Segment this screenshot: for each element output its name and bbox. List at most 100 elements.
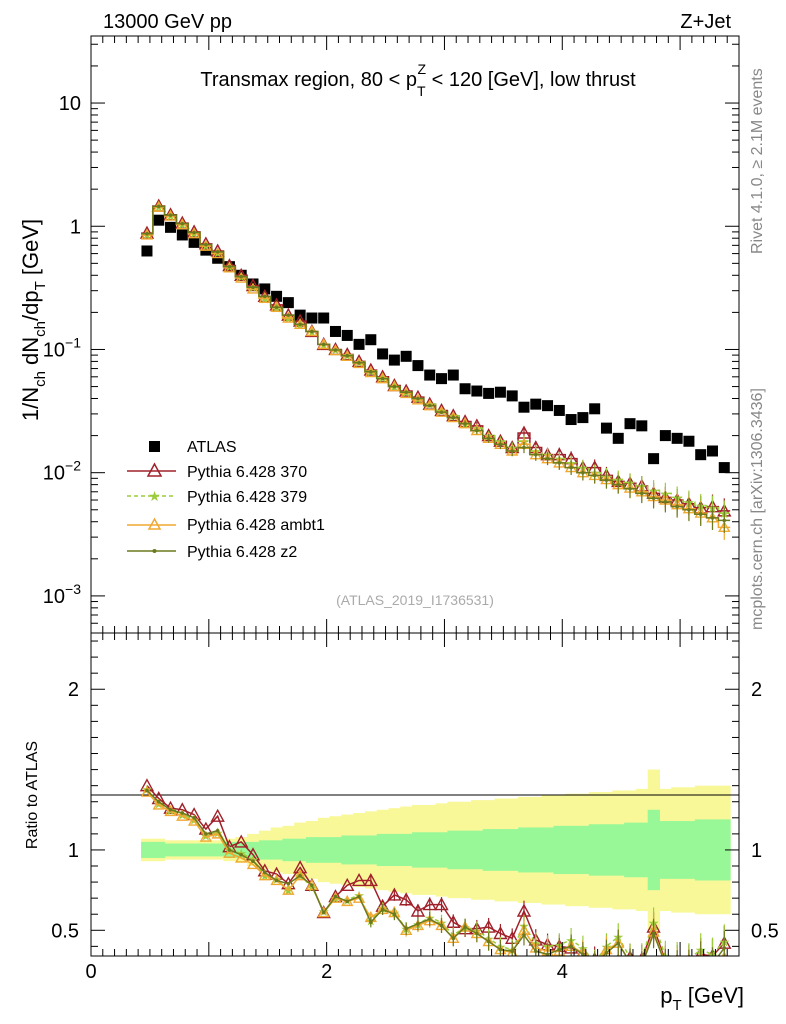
- x-axis-title: pT [GeV]: [660, 983, 744, 1014]
- point-data: [706, 445, 718, 457]
- uncertainty-band-inner: [258, 840, 272, 860]
- point-data: [471, 385, 483, 397]
- ratio-point-p370: [210, 808, 225, 822]
- uncertainty-band-inner: [141, 841, 154, 858]
- uncertainty-band-inner: [188, 843, 201, 857]
- point-ambt1: [199, 239, 213, 251]
- point-z2: [510, 449, 514, 453]
- point-data: [577, 412, 589, 424]
- point-data: [671, 432, 683, 444]
- point-p370: [186, 224, 202, 238]
- point-z2: [380, 376, 385, 381]
- point-z2: [451, 415, 456, 420]
- point-z2: [722, 518, 727, 523]
- plot-title: Transmax region, 80 < pTZ < 120 [GeV], l…: [200, 61, 636, 99]
- point-p370: [198, 236, 214, 250]
- uncertainty-band-inner: [341, 835, 354, 865]
- energy-label: 13000 GeV pp: [103, 11, 232, 33]
- ratio-point-ambt1: [672, 959, 682, 968]
- point-data: [318, 312, 330, 324]
- ratio-point-p370: [434, 897, 449, 911]
- ratio-frame: [90, 632, 740, 957]
- ratio-point-z2: [687, 964, 691, 968]
- uncertainty-band-inner: [718, 819, 731, 881]
- point-data: [600, 422, 612, 434]
- ratio-point-z2: [357, 894, 361, 899]
- ratio-point-z2: [651, 931, 656, 936]
- point-z2: [180, 221, 185, 226]
- ratio-tick-label-right: 2: [751, 679, 762, 701]
- ratio-tick-label-right: 0.5: [751, 920, 779, 942]
- ratio-point-p370: [292, 860, 308, 874]
- point-data: [436, 373, 448, 385]
- uncertainty-band-inner: [529, 827, 543, 873]
- uncertainty-band-inner: [152, 841, 166, 858]
- ratio-point-p370: [234, 834, 249, 848]
- point-p370: [269, 297, 284, 311]
- uncertainty-band-inner: [577, 825, 590, 875]
- point-data: [188, 236, 200, 248]
- ratio-point-ambt1: [305, 878, 319, 890]
- ratio-point-p370: [422, 897, 437, 911]
- point-data: [459, 383, 471, 395]
- y-title-b: dN: [18, 337, 43, 371]
- ratio-point-z2: [298, 873, 302, 878]
- point-ambt1: [246, 282, 260, 294]
- point-p370: [410, 389, 426, 403]
- x-tick-label: 4: [557, 961, 568, 983]
- ratio-series-z2: [145, 788, 727, 968]
- point-z2: [416, 396, 420, 401]
- point-data: [165, 221, 177, 233]
- ratio-point-ambt1: [630, 955, 631, 956]
- uncertainty-band-inner: [683, 821, 696, 879]
- ratio-point-z2: [416, 922, 420, 926]
- legend-entry-ambt1: Pythia 6.428 ambt1: [127, 517, 325, 534]
- ratio-point-z2: [533, 949, 538, 953]
- ratio-point-z2: [251, 859, 255, 863]
- point-z2: [345, 353, 350, 358]
- ratio-point-ambt1: [199, 830, 213, 842]
- legend-ambt1-label: Pythia 6.428 ambt1: [187, 517, 325, 534]
- analysis-label: (ATLAS_2019_I1736531): [336, 592, 494, 608]
- ratio-point-z2: [392, 912, 397, 917]
- legend-z2-label: Pythia 6.428 z2: [187, 544, 297, 561]
- ratio-point-ambt1: [235, 851, 248, 863]
- point-z2: [286, 313, 291, 317]
- ratio-point-p379: ★: [188, 812, 200, 827]
- title-tail: < 120 [GeV], low thrust: [426, 69, 636, 91]
- point-z2: [404, 390, 408, 395]
- point-data: [447, 369, 459, 381]
- ratio-point-z2: [675, 964, 679, 968]
- uncertainty-band-inner: [423, 832, 437, 868]
- uncertainty-band-inner: [659, 821, 672, 879]
- ratio-point-ambt1: [317, 906, 330, 918]
- ratio-tick-label-left: 2: [68, 679, 79, 701]
- uncertainty-band-inner: [447, 830, 460, 870]
- ratio-point-ambt1: [176, 809, 189, 821]
- y-tick-label: 10−3: [43, 581, 81, 608]
- point-z2: [592, 473, 597, 478]
- ratio-point-p379: ★: [212, 825, 224, 840]
- point-data: [306, 312, 318, 324]
- ratio-point-p379: ★: [589, 955, 601, 970]
- uncertainty-band-inner: [565, 825, 578, 875]
- legend: ATLAS Pythia 6.428 370 ★ Pythia 6.428 37…: [127, 439, 325, 561]
- uncertainty-band-inner: [506, 829, 519, 871]
- ratio-point-ambt1: [684, 961, 694, 970]
- uncertainty-band-inner: [624, 822, 637, 878]
- ratio-point-z2: [451, 936, 456, 941]
- legend-379-label: Pythia 6.428 379: [187, 489, 307, 506]
- ratio-point-ambt1: [293, 869, 307, 881]
- ratio-point-z2: [239, 852, 244, 857]
- point-z2: [321, 342, 326, 347]
- ratio-point-z2: [286, 881, 291, 886]
- point-z2: [498, 442, 503, 447]
- main-panel: ★★★★★★★★★★★★★★★★★★★★★★★★★★★★★★★★★★★★★★★★…: [18, 35, 740, 634]
- title-main: Transmax region, 80 < p: [200, 69, 417, 91]
- legend-370-marker: [146, 462, 163, 477]
- point-data: [636, 420, 648, 432]
- point-z2: [628, 487, 632, 491]
- ratio-point-ambt1: [140, 785, 154, 797]
- point-data: [176, 229, 188, 241]
- y-title-c-sub: T: [32, 281, 49, 290]
